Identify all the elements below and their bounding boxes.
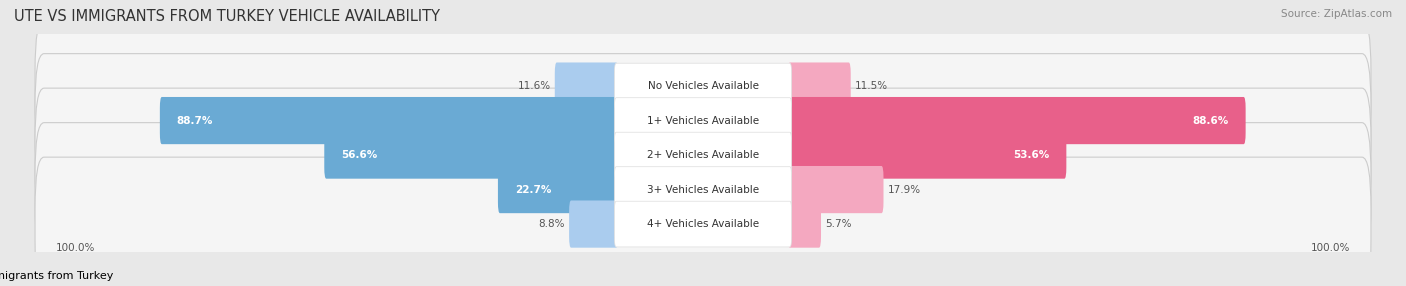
FancyBboxPatch shape (614, 167, 792, 212)
Text: 22.7%: 22.7% (515, 184, 551, 194)
Text: UTE VS IMMIGRANTS FROM TURKEY VEHICLE AVAILABILITY: UTE VS IMMIGRANTS FROM TURKEY VEHICLE AV… (14, 9, 440, 23)
FancyBboxPatch shape (787, 166, 883, 213)
FancyBboxPatch shape (35, 54, 1371, 188)
Text: 100.0%: 100.0% (56, 243, 96, 253)
Legend: Ute, Immigrants from Turkey: Ute, Immigrants from Turkey (0, 271, 114, 281)
FancyBboxPatch shape (787, 200, 821, 248)
Text: 88.6%: 88.6% (1192, 116, 1229, 126)
FancyBboxPatch shape (35, 19, 1371, 153)
Text: 88.7%: 88.7% (177, 116, 214, 126)
Text: 3+ Vehicles Available: 3+ Vehicles Available (647, 184, 759, 194)
FancyBboxPatch shape (498, 166, 619, 213)
FancyBboxPatch shape (555, 62, 619, 110)
Text: 1+ Vehicles Available: 1+ Vehicles Available (647, 116, 759, 126)
FancyBboxPatch shape (787, 132, 1066, 179)
Text: 56.6%: 56.6% (342, 150, 377, 160)
FancyBboxPatch shape (35, 88, 1371, 222)
Text: 17.9%: 17.9% (887, 184, 921, 194)
Text: 4+ Vehicles Available: 4+ Vehicles Available (647, 219, 759, 229)
Text: 11.6%: 11.6% (517, 81, 551, 91)
FancyBboxPatch shape (35, 123, 1371, 257)
FancyBboxPatch shape (35, 157, 1371, 286)
FancyBboxPatch shape (614, 132, 792, 178)
FancyBboxPatch shape (569, 200, 619, 248)
Text: Source: ZipAtlas.com: Source: ZipAtlas.com (1281, 9, 1392, 19)
FancyBboxPatch shape (614, 98, 792, 143)
FancyBboxPatch shape (787, 97, 1246, 144)
Text: 2+ Vehicles Available: 2+ Vehicles Available (647, 150, 759, 160)
FancyBboxPatch shape (787, 62, 851, 110)
FancyBboxPatch shape (614, 201, 792, 247)
FancyBboxPatch shape (325, 132, 619, 179)
Text: 8.8%: 8.8% (538, 219, 565, 229)
Text: 5.7%: 5.7% (825, 219, 852, 229)
FancyBboxPatch shape (614, 63, 792, 109)
Text: 11.5%: 11.5% (855, 81, 887, 91)
Text: No Vehicles Available: No Vehicles Available (648, 81, 758, 91)
FancyBboxPatch shape (160, 97, 619, 144)
Text: 100.0%: 100.0% (1310, 243, 1350, 253)
Text: 53.6%: 53.6% (1014, 150, 1049, 160)
